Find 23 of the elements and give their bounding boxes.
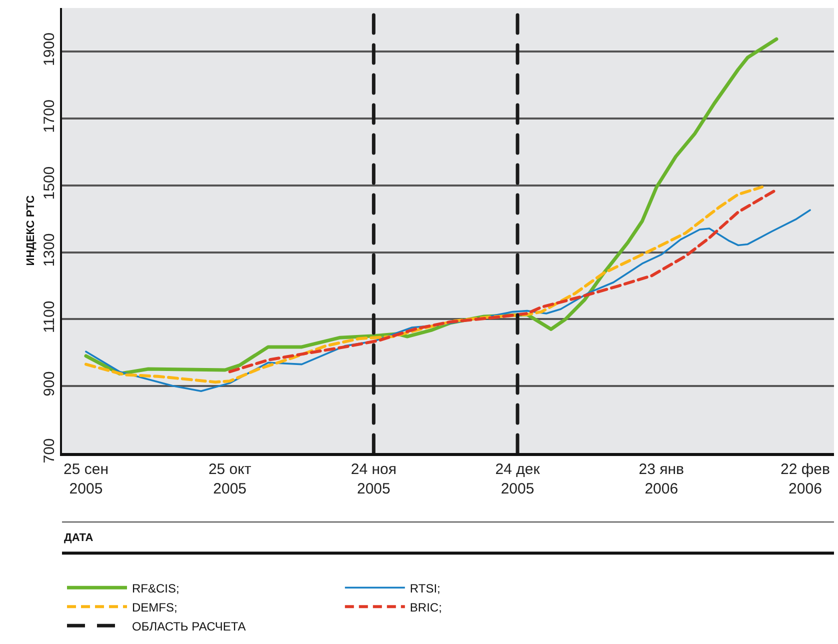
legend-label: ОБЛАСТЬ РАСЧЕТА bbox=[132, 619, 246, 634]
legend-label: RTSI; bbox=[410, 581, 440, 596]
line-series bbox=[228, 188, 778, 374]
x-tick-label: 25 окт 2005 bbox=[208, 461, 252, 498]
y-axis-title: ИНДЕКС РТС bbox=[25, 195, 38, 266]
x-tick-label: 22 фев 2006 bbox=[780, 461, 830, 498]
y-tick-label: 1100 bbox=[41, 300, 58, 334]
y-tick-label: 1300 bbox=[41, 233, 58, 267]
y-tick-label: 900 bbox=[41, 371, 58, 396]
legend-label: DEMFS; bbox=[132, 600, 178, 614]
x-tick-label: 25 сен 2005 bbox=[63, 461, 108, 498]
y-tick-label: 700 bbox=[41, 438, 58, 464]
line-series bbox=[84, 186, 764, 384]
legend-label: RF&CIS; bbox=[132, 581, 180, 596]
y-tick-label: 1700 bbox=[41, 99, 58, 133]
line-series bbox=[85, 209, 811, 392]
y-tick-label: 1500 bbox=[41, 166, 58, 200]
x-axis-title: ДАТА bbox=[64, 532, 94, 544]
x-tick-label: 24 дек 2005 bbox=[495, 461, 540, 498]
x-tick-label: 24 ноя 2005 bbox=[350, 461, 396, 498]
x-tick-label: 23 янв 2006 bbox=[638, 461, 684, 498]
y-tick-label: 1900 bbox=[41, 32, 58, 66]
legend-label: BRIC; bbox=[410, 600, 442, 614]
